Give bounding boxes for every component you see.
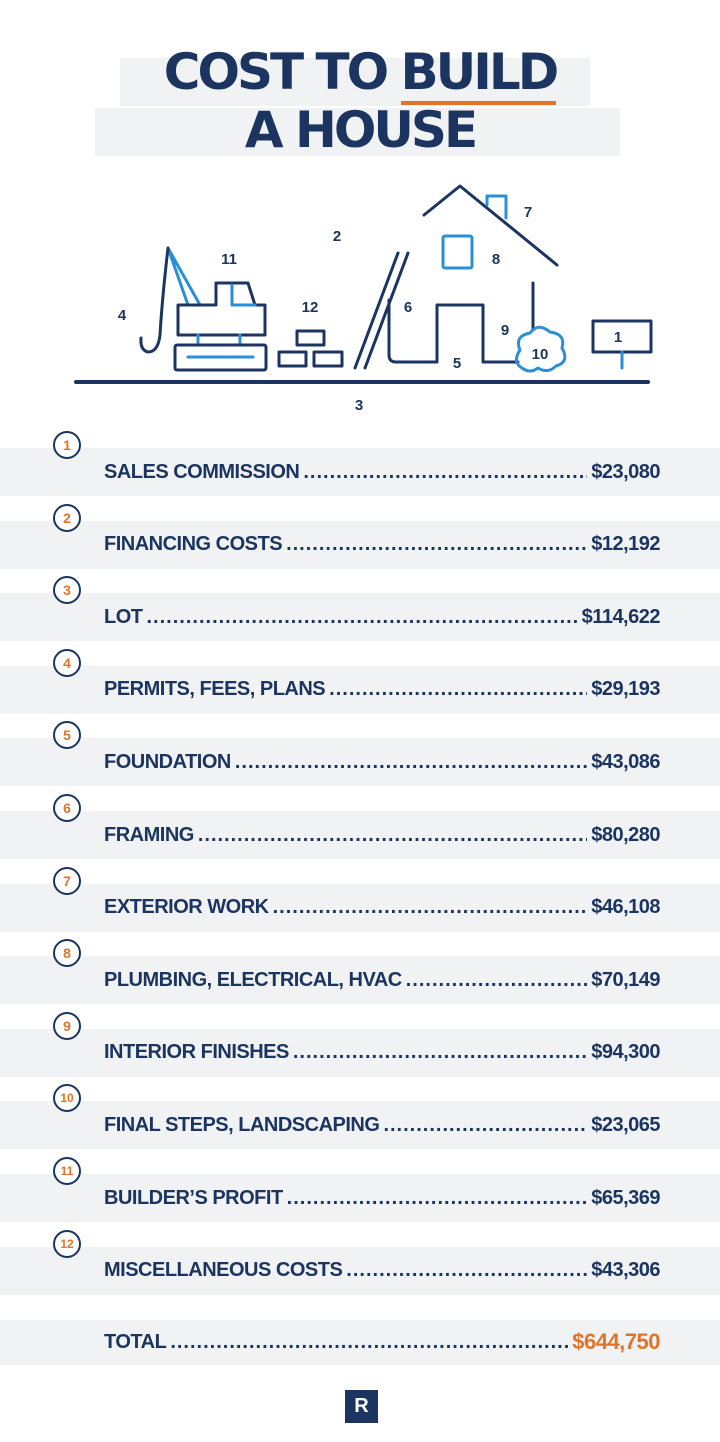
illus-label-12: 12 xyxy=(302,299,319,316)
page-title-line1: COST TO BUILD xyxy=(0,43,720,105)
item-number-badge: 4 xyxy=(53,648,81,677)
page-title-line2: A HOUSE xyxy=(244,101,478,159)
illus-label-11: 11 xyxy=(221,251,237,268)
total-label: TOTAL xyxy=(104,1330,167,1353)
cost-row: FINANCING COSTS $12,192 xyxy=(104,521,660,569)
item-number-badge: 11 xyxy=(53,1157,81,1185)
cost-amount: $12,192 xyxy=(591,533,660,556)
cost-row: EXTERIOR WORK $46,108 xyxy=(104,884,660,932)
row-band xyxy=(0,1101,720,1150)
cost-label: FRAMING xyxy=(104,823,194,846)
illus-label-2: 2 xyxy=(333,228,341,245)
leader-dots xyxy=(235,751,587,774)
illus-label-4: 4 xyxy=(118,307,127,324)
item-number-badge: 9 xyxy=(53,1011,81,1040)
title-text: COST TO xyxy=(163,43,401,101)
title-brush-bg xyxy=(120,58,590,106)
item-number-badge: 6 xyxy=(53,794,81,822)
illus-label-7: 7 xyxy=(524,204,532,221)
excavator-icon xyxy=(139,246,268,372)
house-construction-illustration: 1 2 3 4 5 6 7 8 9 10 11 12 xyxy=(74,184,653,410)
cost-row: LOT $114,622 xyxy=(104,593,661,641)
cost-label: LOT xyxy=(104,605,143,628)
illus-label-6: 6 xyxy=(404,299,412,316)
item-number-badge: 1 xyxy=(53,431,81,459)
cost-label: FOUNDATION xyxy=(104,750,231,773)
cost-row: SALES COMMISSION $23,080 xyxy=(104,448,660,496)
house-icon xyxy=(353,184,567,373)
cost-label: MISCELLANEOUS COSTS xyxy=(104,1259,343,1282)
brand-logo: R xyxy=(345,1390,378,1423)
item-number-badge: 10 xyxy=(53,1084,81,1113)
leader-dots xyxy=(346,1259,587,1282)
leader-dots xyxy=(329,678,587,701)
cost-label: FINANCING COSTS xyxy=(104,533,283,556)
item-number-badge: 3 xyxy=(53,576,81,605)
cost-row: PLUMBING, ELECTRICAL, HVAC $70,149 xyxy=(104,956,660,1004)
leader-dots xyxy=(293,1041,587,1064)
cost-label: BUILDER’S PROFIT xyxy=(104,1186,283,1209)
cost-label: EXTERIOR WORK xyxy=(104,896,269,919)
illus-label-8: 8 xyxy=(492,251,500,268)
cost-amount: $23,080 xyxy=(591,460,660,483)
item-number-badge: 5 xyxy=(53,721,81,750)
total-amount: $644,750 xyxy=(572,1329,660,1354)
cost-row: BUILDER’S PROFIT $65,369 xyxy=(104,1174,660,1222)
leader-dots xyxy=(273,896,588,919)
bricks-icon xyxy=(277,329,344,368)
item-number-badge: 2 xyxy=(53,503,81,532)
illus-label-3: 3 xyxy=(355,397,363,410)
cost-label: INTERIOR FINISHES xyxy=(104,1041,289,1064)
leader-dots xyxy=(286,533,587,556)
illus-label-5: 5 xyxy=(453,355,461,372)
leader-dots xyxy=(147,606,578,629)
cost-row: FRAMING $80,280 xyxy=(104,811,660,859)
cost-amount: $23,065 xyxy=(591,1113,660,1136)
illus-label-9: 9 xyxy=(501,322,509,339)
sign-icon xyxy=(591,319,653,370)
cost-label: PERMITS, FEES, PLANS xyxy=(104,678,326,701)
cost-label: PLUMBING, ELECTRICAL, HVAC xyxy=(104,968,402,991)
total-row: TOTAL $644,750 xyxy=(104,1318,660,1366)
leader-dots xyxy=(287,1187,588,1210)
leader-dots xyxy=(303,461,587,484)
item-number-badge: 12 xyxy=(53,1229,81,1258)
cost-row: INTERIOR FINISHES $94,300 xyxy=(104,1029,660,1077)
cost-amount: $46,108 xyxy=(591,896,660,919)
cost-row: MISCELLANEOUS COSTS $43,306 xyxy=(104,1247,660,1295)
cost-amount: $29,193 xyxy=(591,678,660,701)
illus-label-10: 10 xyxy=(532,346,549,363)
illus-label-1: 1 xyxy=(614,329,622,346)
leader-dots xyxy=(406,969,587,992)
item-number-badge: 8 xyxy=(53,939,81,968)
cost-row: FOUNDATION $43,086 xyxy=(104,738,660,786)
cost-amount: $114,622 xyxy=(581,605,661,628)
title-highlight: BUILD xyxy=(400,43,559,105)
item-number-badge: 7 xyxy=(53,866,81,895)
cost-row: PERMITS, FEES, PLANS $29,193 xyxy=(104,666,660,714)
title-brush-bg xyxy=(95,108,620,156)
leader-dots xyxy=(383,1114,587,1137)
cost-amount: $70,149 xyxy=(591,968,660,991)
cost-amount: $65,369 xyxy=(591,1186,660,1209)
cost-amount: $80,280 xyxy=(591,823,660,846)
leader-dots xyxy=(198,824,587,847)
cost-label: SALES COMMISSION xyxy=(104,460,300,483)
cost-row: FINAL STEPS, LANDSCAPING $23,065 xyxy=(104,1101,660,1149)
leader-dots xyxy=(170,1331,568,1354)
row-band xyxy=(0,956,720,1005)
cost-label: FINAL STEPS, LANDSCAPING xyxy=(104,1113,380,1136)
cost-amount: $43,306 xyxy=(591,1259,660,1282)
cost-amount: $43,086 xyxy=(591,750,660,773)
cost-amount: $94,300 xyxy=(591,1041,660,1064)
